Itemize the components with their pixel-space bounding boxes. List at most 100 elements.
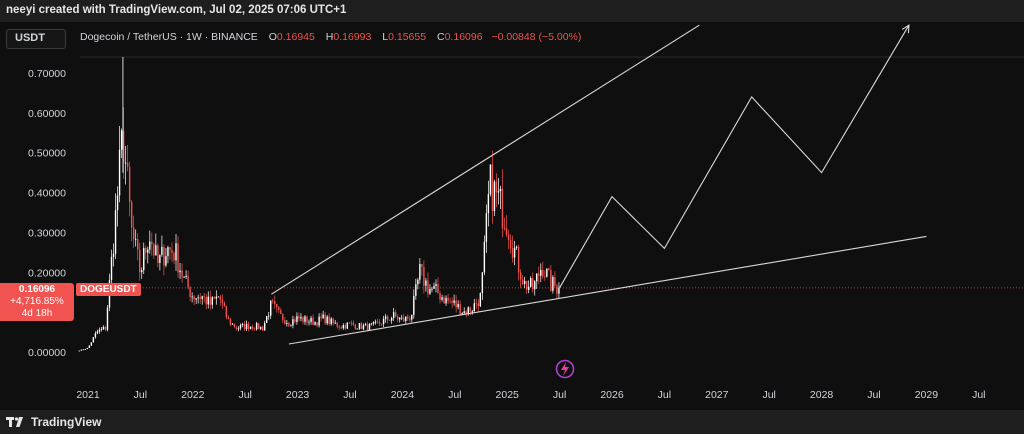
candle-body	[384, 316, 387, 319]
candle-body	[507, 234, 510, 240]
high-label: H	[325, 31, 334, 43]
candle-body	[527, 286, 530, 290]
candle-body	[249, 326, 252, 330]
candle-body	[92, 337, 95, 343]
candle-body	[120, 130, 123, 150]
candle-body	[257, 323, 260, 330]
candle-body	[437, 284, 439, 294]
candle-body	[139, 249, 141, 273]
candle-body	[78, 350, 80, 352]
candle-body	[145, 247, 147, 253]
change-percent: +4,716.85%	[10, 296, 64, 307]
candle-body	[411, 314, 413, 320]
candle-body	[525, 280, 528, 290]
last-price: 0.16096	[18, 284, 56, 295]
candle-body	[197, 297, 199, 299]
candle-body	[106, 307, 109, 330]
lower-trendline	[288, 235, 927, 345]
currency-button[interactable]: USDT	[6, 29, 66, 49]
candle-body	[340, 327, 342, 329]
candle-body	[316, 322, 318, 326]
candle-body	[388, 319, 391, 321]
candle-body	[540, 269, 542, 276]
y-tick-label: 0.30000	[28, 227, 66, 239]
candle-body	[155, 245, 157, 256]
candle-body	[546, 268, 548, 277]
candle-body	[380, 323, 383, 325]
y-tick-label: 0.00000	[28, 347, 66, 359]
x-tick-label: 2021	[76, 389, 100, 401]
candle-body	[433, 286, 435, 289]
candle-body	[493, 181, 496, 212]
candle-body	[322, 314, 324, 319]
candle-body	[336, 322, 338, 327]
candle-body	[509, 239, 512, 248]
candle-body	[326, 316, 328, 324]
candle-body	[366, 324, 369, 331]
candle-body	[344, 325, 347, 329]
candle-body	[455, 300, 457, 308]
candle-body	[239, 325, 242, 329]
footer-bar: TradingView	[0, 410, 1024, 434]
candle-body	[356, 328, 359, 330]
candle-body	[513, 247, 516, 258]
lightning-bolt-icon	[561, 362, 569, 376]
candle-body	[368, 324, 371, 331]
candle-body	[255, 323, 258, 330]
candle-body	[501, 188, 504, 229]
candle-body	[215, 296, 218, 299]
candle-body	[370, 323, 373, 325]
candle-body	[308, 321, 310, 323]
candle-body	[306, 316, 308, 323]
candle-body	[294, 319, 296, 322]
candle-body	[483, 241, 486, 273]
candle-body	[334, 322, 336, 324]
candle-body	[189, 287, 191, 297]
candle-body	[251, 326, 254, 329]
tradingview-brand: TradingView	[31, 415, 102, 429]
candle-body	[396, 316, 399, 320]
candle-body	[296, 316, 298, 322]
candle-body	[477, 303, 480, 307]
candle-body	[538, 273, 540, 276]
candle-body	[419, 263, 421, 280]
low-label: L	[382, 31, 389, 43]
candle-body	[332, 318, 334, 323]
candle-body	[447, 297, 449, 301]
x-tick-label: 2024	[391, 389, 415, 401]
candle-body	[467, 307, 469, 315]
x-tick-label: Jul	[343, 389, 356, 401]
candle-body	[227, 317, 230, 319]
candle-body	[82, 349, 85, 351]
candle-body	[360, 323, 363, 330]
candle-body	[314, 322, 316, 325]
candle-body	[425, 280, 427, 286]
candle-body	[542, 269, 544, 277]
candle-body	[149, 241, 151, 250]
candle-body	[247, 323, 250, 330]
candle-body	[378, 322, 381, 324]
candle-body	[521, 279, 524, 284]
candle-body	[161, 246, 163, 255]
symbol-title[interactable]: Dogecoin / TetherUS · 1W · BINANCE	[80, 31, 258, 43]
projection-arrowhead-icon	[901, 24, 910, 34]
candle-body	[407, 316, 409, 319]
x-tick-label: Jul	[867, 389, 880, 401]
price-chart[interactable]: 0.000000.100000.200000.300000.400000.500…	[0, 22, 1024, 410]
candle-body	[544, 276, 546, 278]
candle-body	[181, 270, 183, 278]
candle-body	[118, 149, 121, 196]
candle-body	[318, 316, 320, 326]
candle-body	[151, 241, 153, 245]
candle-body	[475, 303, 478, 305]
candle-body	[201, 296, 203, 299]
currency-label: USDT	[15, 32, 45, 44]
candle-body	[352, 322, 355, 325]
chart-area[interactable]: 0.000000.100000.200000.300000.400000.500…	[0, 22, 1024, 410]
candle-body	[453, 300, 455, 303]
candle-body	[415, 284, 417, 296]
candle-body	[499, 188, 502, 192]
candle-body	[163, 246, 165, 266]
candle-body	[90, 342, 93, 346]
candle-body	[169, 247, 171, 250]
